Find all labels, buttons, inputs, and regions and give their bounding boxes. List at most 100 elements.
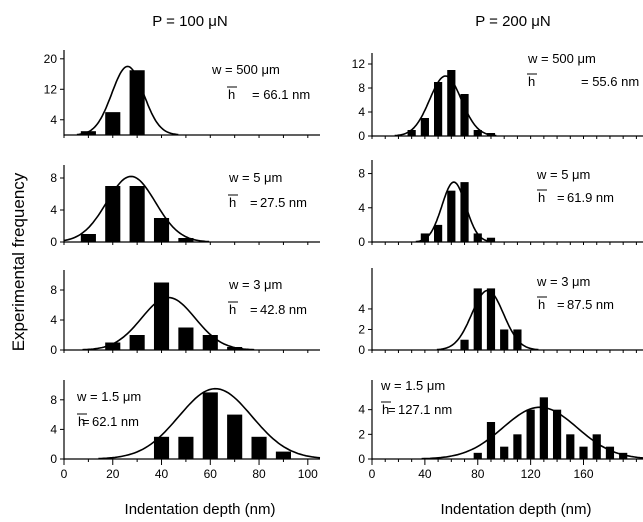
histogram-bar: [460, 339, 469, 350]
y-tick-label: 4: [358, 201, 365, 215]
panel-P200-w3: 0 2 4 w = 3 μm h 87.5 nm=: [358, 268, 643, 357]
histogram-bar: [105, 186, 121, 242]
histogram-bar: [202, 392, 218, 459]
gaussian-fit-curve: [76, 65, 179, 136]
y-tick-label: 0: [50, 235, 57, 249]
gaussian-fit-curve: [82, 296, 255, 351]
histogram-bar: [178, 238, 194, 242]
gaussian-fit-curve: [394, 75, 497, 137]
histogram-bar: [227, 347, 243, 350]
annotation-width: w = 5 μm: [536, 167, 590, 182]
x-tick-label: 80: [471, 467, 485, 481]
histogram-bar: [80, 234, 96, 242]
histogram-bar: [579, 446, 588, 459]
x-tick-label: 120: [521, 467, 541, 481]
y-tick-label: 12: [352, 57, 366, 71]
y-tick-label: 8: [50, 171, 57, 185]
gaussian-fit-curve: [63, 175, 210, 243]
y-tick-label: 8: [50, 393, 57, 407]
histogram-bar: [153, 282, 170, 350]
y-tick-label: 0: [358, 235, 365, 249]
histogram-bar: [433, 224, 443, 242]
x-tick-label: 40: [155, 467, 169, 481]
histogram-bar: [178, 436, 194, 459]
histogram-bar: [275, 451, 291, 459]
annotation-hbar-symbol: h: [382, 402, 389, 417]
x-tick-label: 0: [61, 467, 68, 481]
histogram-bar: [460, 182, 469, 242]
histogram-bar: [447, 70, 456, 136]
x-tick-label: 80: [252, 467, 266, 481]
histogram-bar: [460, 94, 469, 136]
histogram-bar: [129, 335, 145, 350]
y-tick-label: 0: [358, 129, 365, 143]
panel-P200-w500: 0 4 8 12 w = 500 μm h = 55.6 nm: [352, 51, 643, 143]
histogram-bar: [619, 452, 628, 459]
histogram-bar: [420, 118, 429, 136]
annotation-hbar-symbol: h: [229, 195, 236, 210]
histogram-bar: [552, 409, 562, 459]
histogram-bar: [473, 452, 482, 459]
y-tick-label: 2: [358, 322, 365, 336]
annotation-width: w = 5 μm: [228, 170, 282, 185]
annotation-width: w = 1.5 μm: [76, 389, 141, 404]
column-title-p100: P = 100 μN: [152, 13, 228, 30]
y-tick-label: 4: [50, 113, 57, 127]
histogram-bar: [592, 434, 601, 459]
histogram-bar: [129, 186, 145, 242]
annotation-mean-depth: = 66.1 nm: [252, 87, 310, 102]
y-tick-label: 4: [50, 422, 57, 436]
histogram-bar: [486, 288, 496, 350]
histogram-bar: [407, 130, 416, 136]
gaussian-fit-curve: [98, 387, 321, 460]
y-axis-label: Experimental frequency: [9, 172, 28, 351]
annotation-width: w = 500 μm: [527, 51, 596, 66]
histogram-bar: [605, 446, 615, 459]
histogram-bar: [539, 397, 548, 459]
y-tick-label: 4: [50, 203, 57, 217]
y-tick-label: 4: [50, 313, 57, 327]
histogram-bar: [251, 436, 267, 459]
histogram-bar: [153, 218, 170, 242]
y-tick-label: 4: [358, 302, 365, 316]
x-tick-label: 160: [573, 467, 593, 481]
histogram-bar: [202, 335, 218, 350]
y-tick-label: 0: [358, 343, 365, 357]
y-tick-label: 0: [50, 452, 57, 466]
annotation-mean-depth: 62.1 nm: [92, 414, 139, 429]
x-tick-label: 40: [418, 467, 432, 481]
y-tick-label: 20: [44, 52, 58, 66]
x-axis-label-p200: Indentation depth (nm): [441, 501, 592, 518]
annotation-width: w = 500 μm: [211, 62, 280, 77]
histogram-bar: [500, 446, 509, 459]
histogram-bar: [178, 327, 194, 350]
panel-P100-w3: 0 4 8 w = 3 μm h 42.8 nm=: [50, 270, 320, 357]
histogram-bar: [473, 288, 482, 350]
histogram-bar: [486, 237, 496, 242]
annotation-equals: =: [250, 302, 258, 317]
y-tick-label: 0: [358, 452, 365, 466]
annotation-hbar-symbol: h: [538, 297, 545, 312]
histogram-bar: [526, 409, 535, 459]
y-tick-label: 4: [358, 403, 365, 417]
x-tick-label: 100: [298, 467, 318, 481]
histogram-bar: [80, 131, 96, 135]
annotation-hbar-symbol: h: [538, 190, 545, 205]
histogram-bar: [433, 82, 443, 136]
annotation-mean-depth: = 55.6 nm: [581, 74, 639, 89]
panel-P100-w5: 0 4 8 w = 5 μm h 27.5 nm=: [50, 165, 320, 249]
y-tick-label: 8: [50, 283, 57, 297]
histogram-bar: [566, 434, 575, 459]
annotation-width: w = 1.5 μm: [380, 378, 445, 393]
gaussian-fit-curve: [415, 181, 492, 243]
annotation-equals: =: [250, 195, 258, 210]
histogram-bar: [447, 190, 456, 242]
gaussian-fit-curve: [421, 406, 643, 460]
histogram-bar: [420, 233, 429, 242]
y-tick-label: 12: [44, 82, 58, 96]
y-tick-label: 8: [358, 81, 365, 95]
annotation-hbar-symbol: h: [78, 414, 85, 429]
annotation-mean-depth: 87.5 nm: [567, 297, 614, 312]
histogram-bar: [513, 434, 522, 459]
